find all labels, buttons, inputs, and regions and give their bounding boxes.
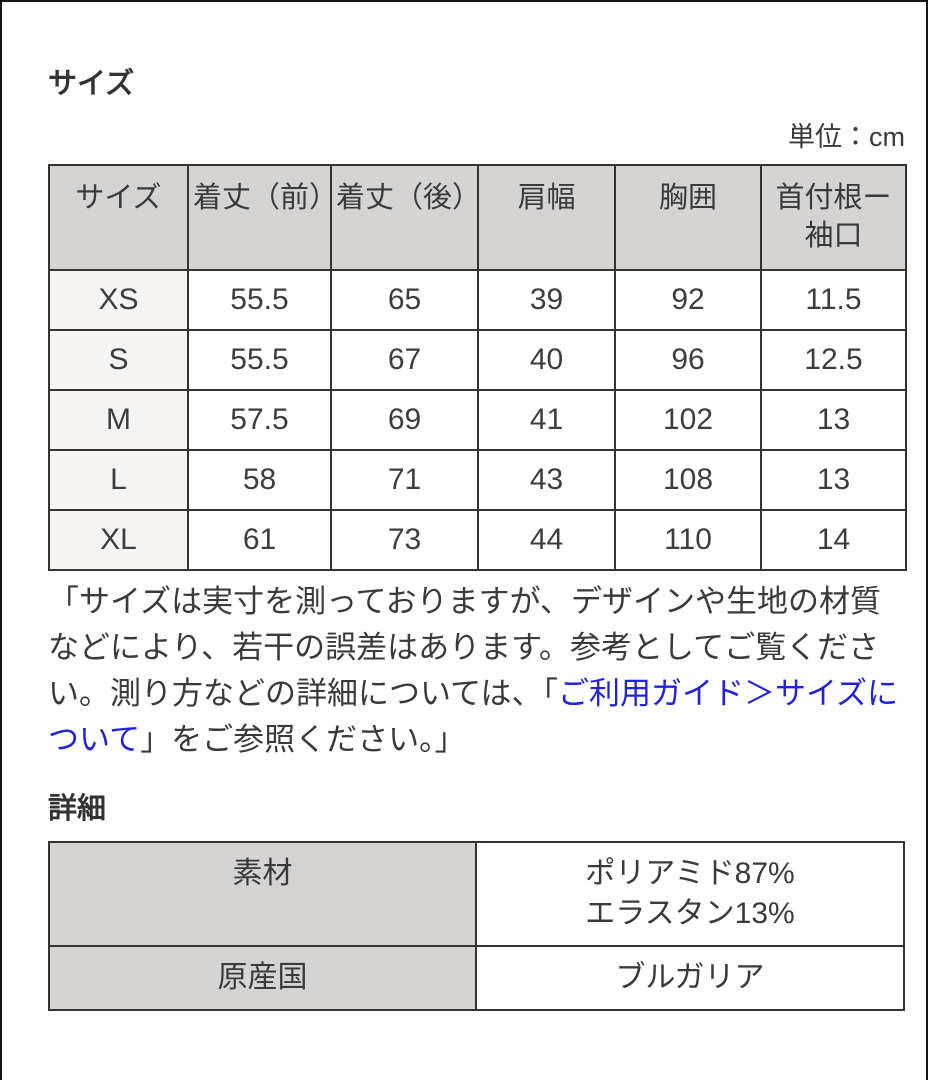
measurement-cell: 13 <box>760 449 907 511</box>
material-value-line-1: ポリアミド87% <box>585 857 795 890</box>
measurement-cell: 65 <box>330 269 479 331</box>
detail-row-material: 素材 ポリアミド87% エラスタン13% <box>48 841 905 947</box>
size-table: サイズ 着丈（前） 着丈（後） 肩幅 胸囲 首付根ー袖口 XS 55.5 65 … <box>48 164 907 571</box>
measurement-cell: 58 <box>187 449 332 511</box>
measurement-cell: 67 <box>330 329 479 391</box>
origin-label: 原産国 <box>48 945 477 1011</box>
size-label-cell: S <box>48 329 189 391</box>
size-label-cell: L <box>48 449 189 511</box>
material-value-line-2: エラスタン13% <box>585 897 795 930</box>
measurement-cell: 40 <box>477 329 616 391</box>
origin-value: ブルガリア <box>475 945 905 1011</box>
detail-row-origin: 原産国 ブルガリア <box>48 945 905 1011</box>
measurement-cell: 55.5 <box>187 329 332 391</box>
measurement-cell: 14 <box>760 509 907 571</box>
size-table-header-row: サイズ 着丈（前） 着丈（後） 肩幅 胸囲 首付根ー袖口 <box>48 164 907 271</box>
measurement-cell: 57.5 <box>187 389 332 451</box>
measurement-cell: 39 <box>477 269 616 331</box>
measurement-cell: 96 <box>614 329 762 391</box>
measurement-cell: 69 <box>330 389 479 451</box>
size-row-m: M 57.5 69 41 102 13 <box>48 389 907 451</box>
column-header-length-front: 着丈（前） <box>187 164 338 271</box>
measurement-cell: 11.5 <box>760 269 907 331</box>
column-header-length-back: 着丈（後） <box>330 164 481 271</box>
note-text-before-link: 「サイズは実寸を測っておりますが、デザインや生地の材質などにより、若干の誤差はあ… <box>48 584 881 711</box>
material-label: 素材 <box>48 841 477 947</box>
measurement-cell: 108 <box>614 449 762 511</box>
measurement-cell: 110 <box>614 509 762 571</box>
measurement-cell: 55.5 <box>187 269 332 331</box>
measurement-cell: 44 <box>477 509 616 571</box>
size-row-xs: XS 55.5 65 39 92 11.5 <box>48 269 907 331</box>
measurement-cell: 43 <box>477 449 616 511</box>
measurement-cell: 92 <box>614 269 762 331</box>
size-disclaimer-note: 「サイズは実寸を測っておりますが、デザインや生地の材質などにより、若干の誤差はあ… <box>48 579 905 763</box>
size-label-cell: XL <box>48 509 189 571</box>
measurement-cell: 71 <box>330 449 479 511</box>
unit-label: 単位：cm <box>788 122 905 152</box>
size-row-s: S 55.5 67 40 96 12.5 <box>48 329 907 391</box>
size-section-heading: サイズ <box>48 68 135 100</box>
size-label-cell: XS <box>48 269 189 331</box>
size-row-xl: XL 61 73 44 110 14 <box>48 509 907 571</box>
usage-guide-size-link[interactable]: ご利用ガイド＞サイズについて <box>48 676 899 757</box>
column-header-neck-to-cuff: 首付根ー袖口 <box>760 164 907 271</box>
measurement-cell: 13 <box>760 389 907 451</box>
detail-section-heading: 詳細 <box>48 793 107 825</box>
size-row-l: L 58 71 43 108 13 <box>48 449 907 511</box>
detail-table: 素材 ポリアミド87% エラスタン13% 原産国 ブルガリア <box>48 841 905 1011</box>
note-text-after-link: 」をご参照ください。」 <box>140 722 466 757</box>
origin-value-line-1: ブルガリア <box>615 961 765 994</box>
measurement-cell: 12.5 <box>760 329 907 391</box>
size-label-cell: M <box>48 389 189 451</box>
column-header-size: サイズ <box>48 164 189 271</box>
measurement-cell: 61 <box>187 509 332 571</box>
column-header-shoulder-width: 肩幅 <box>477 164 616 271</box>
material-value: ポリアミド87% エラスタン13% <box>475 841 905 947</box>
measurement-cell: 41 <box>477 389 616 451</box>
column-header-chest: 胸囲 <box>614 164 762 271</box>
page-content: サイズ 単位：cm サイズ 着丈（前） 着丈（後） 肩幅 胸囲 首付根ー袖口 <box>48 68 907 1011</box>
measurement-cell: 73 <box>330 509 479 571</box>
measurement-cell: 102 <box>614 389 762 451</box>
